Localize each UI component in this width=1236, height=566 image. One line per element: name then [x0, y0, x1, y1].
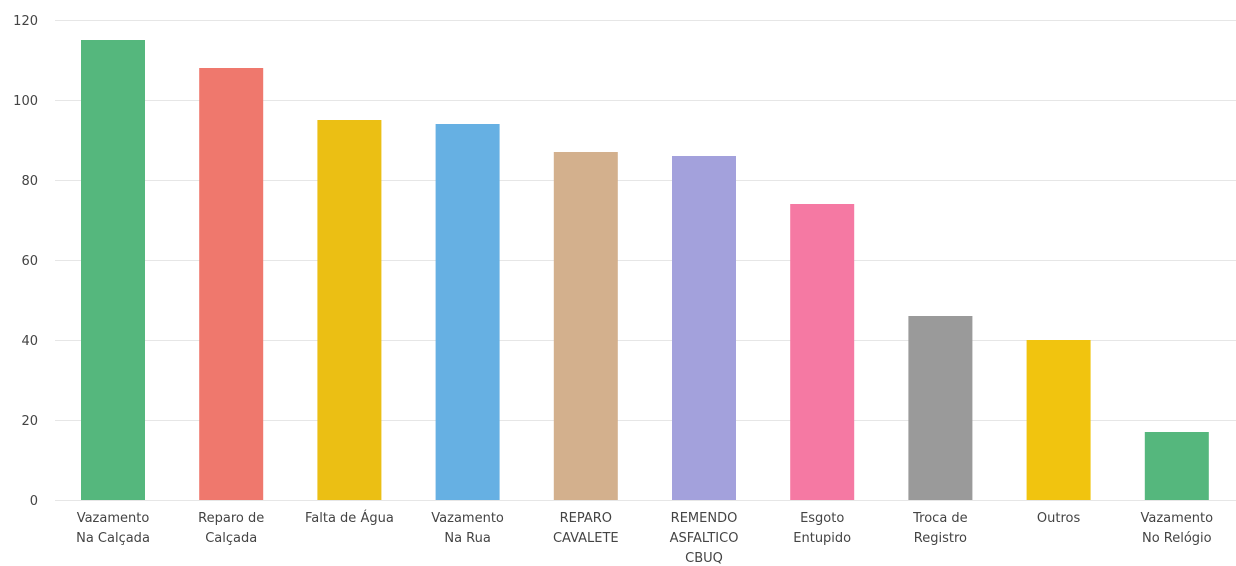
y-tick-label: 60 [21, 254, 38, 269]
x-category-label: Troca de Registro [912, 511, 968, 546]
x-category-label: REPARO CAVALETE [553, 511, 619, 546]
bar-3[interactable] [317, 120, 381, 500]
x-category-label: Reparo de Calçada [198, 511, 264, 546]
y-tick-label: 80 [21, 174, 38, 189]
x-category-label: Vazamento Na Calçada [76, 511, 150, 546]
bars [81, 40, 1209, 500]
x-category-label: Falta de Água [305, 510, 394, 526]
bar-7[interactable] [790, 204, 854, 500]
x-category-label: Esgoto Entupido [793, 511, 851, 546]
bar-1[interactable] [81, 40, 145, 500]
x-axis-category-labels: Vazamento Na Calçada Reparo de Calçada Falta… [76, 510, 1213, 566]
y-tick-label: 20 [21, 414, 38, 429]
x-category-label: Vazamento Na Rua [431, 511, 504, 546]
x-category-label: Outros [1037, 511, 1081, 526]
y-tick-label: 0 [30, 494, 38, 509]
y-axis-tick-labels: 0 20 40 60 80 100 120 [13, 14, 38, 509]
y-tick-label: 100 [13, 94, 38, 109]
bar-4[interactable] [436, 124, 500, 500]
y-tick-label: 40 [21, 334, 38, 349]
bar-8[interactable] [908, 316, 972, 500]
bar-2[interactable] [199, 68, 263, 500]
bar-9[interactable] [1027, 340, 1091, 500]
bar-10[interactable] [1145, 432, 1209, 500]
x-category-label: REMENDO ASFALTICO CBUQ [670, 511, 739, 566]
x-category-label: Vazamento No Relógio [1141, 511, 1214, 546]
bar-5[interactable] [554, 152, 618, 500]
y-tick-label: 120 [13, 14, 38, 29]
bar-6[interactable] [672, 156, 736, 500]
